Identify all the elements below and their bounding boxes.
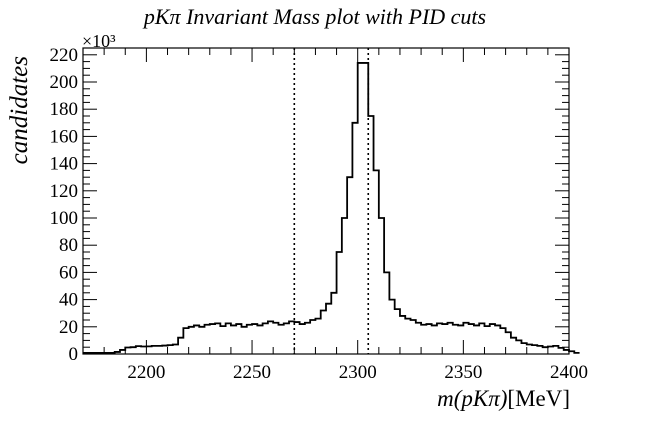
x-tick-label: 2250 bbox=[233, 362, 271, 383]
y-axis-multiplier: ×10³ bbox=[82, 31, 116, 51]
y-tick-label: 220 bbox=[50, 45, 79, 66]
y-axis-label: candidates bbox=[6, 56, 33, 164]
chart-title: pKπ Invariant Mass plot with PID cuts bbox=[142, 4, 486, 29]
y-tick-label: 80 bbox=[59, 235, 78, 256]
y-tick-label: 120 bbox=[50, 181, 79, 202]
y-tick-label: 200 bbox=[50, 72, 79, 93]
x-axis-label: m(pKπ)[MeV] bbox=[437, 386, 570, 411]
y-tick-label: 180 bbox=[50, 99, 79, 120]
x-axis-label-variable: m(pKπ) bbox=[437, 386, 507, 411]
x-tick-label: 2200 bbox=[127, 362, 165, 383]
y-tick-label: 20 bbox=[59, 317, 78, 338]
x-tick-label: 2400 bbox=[550, 362, 588, 383]
y-tick-label: 160 bbox=[50, 126, 79, 147]
y-tick-label: 60 bbox=[59, 262, 78, 283]
y-tick-label: 0 bbox=[69, 344, 79, 365]
axis-ticks: 0 20 40 60 80 100 120 140 160 180 200 220 2200 2250 23… bbox=[50, 45, 589, 383]
y-tick-label: 100 bbox=[50, 208, 79, 229]
y-tick-label: 140 bbox=[50, 154, 79, 175]
plot-frame bbox=[82, 47, 570, 355]
histogram-series bbox=[83, 62, 580, 354]
x-tick-label: 2350 bbox=[444, 362, 482, 383]
y-tick-label: 40 bbox=[59, 290, 78, 311]
x-axis-label-unit: [MeV] bbox=[507, 386, 570, 411]
x-tick-label: 2300 bbox=[339, 362, 377, 383]
